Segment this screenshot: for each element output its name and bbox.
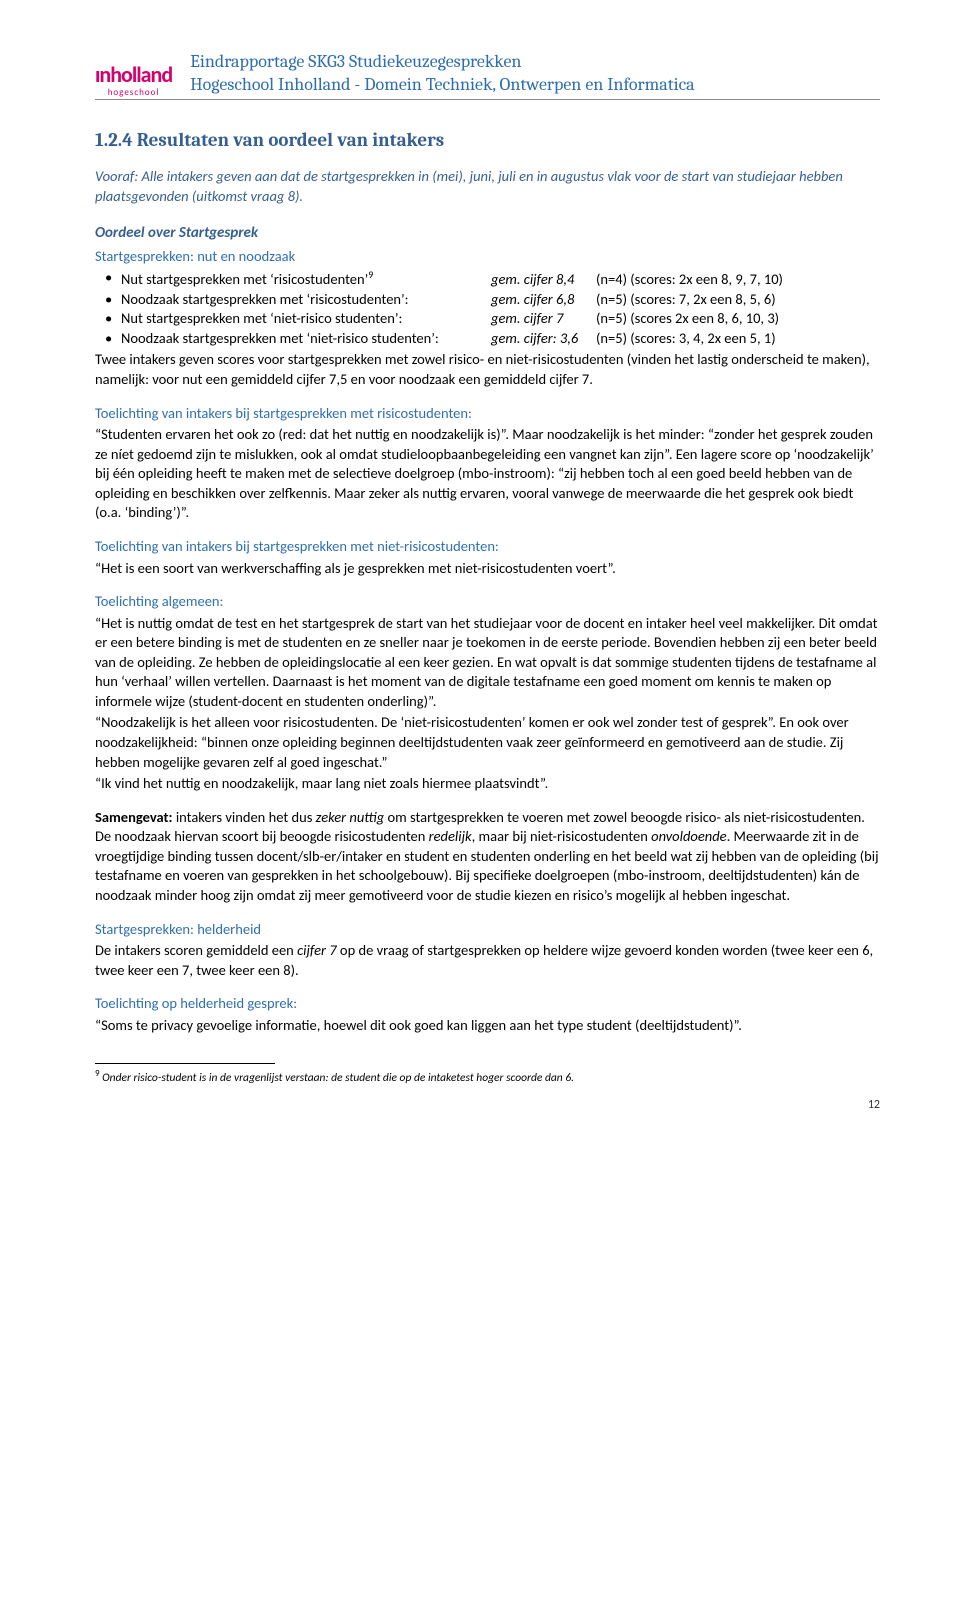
score-value: gem. cijfer: 3,6 (491, 329, 596, 349)
score-row: Noodzaak startgesprekken met ‘risicostud… (95, 290, 880, 310)
score-label: Nut startgesprekken met ‘risicostudenten… (121, 268, 491, 289)
intro-paragraph: Vooraf: Alle intakers geven aan dat de s… (95, 167, 880, 206)
page-header: ınholland hogeschool Eindrapportage SKG3… (95, 50, 880, 100)
score-row: Nut startgesprekken met ‘risicostudenten… (95, 268, 880, 289)
footnote-rule (95, 1063, 275, 1064)
toelichting-helderheid-body: “Soms te privacy gevoelige informatie, h… (95, 1016, 880, 1036)
score-label: Noodzaak startgesprekken met ‘risicostud… (121, 290, 491, 310)
score-label: Noodzaak startgesprekken met ‘niet-risic… (121, 329, 491, 349)
score-detail: (n=4) (scores: 2x een 8, 9, 7, 10) (596, 270, 880, 290)
toelichting-risico-body: “Studenten ervaren het ook zo (red: dat … (95, 425, 880, 523)
toelichting-helderheid-heading: Toelichting op helderheid gesprek: (95, 994, 880, 1014)
samengevat-paragraph: Samengevat: intakers vinden het dus zeke… (95, 808, 880, 906)
score-value: gem. cijfer 8,4 (491, 270, 596, 290)
helderheid-body: De intakers scoren gemiddeld een cijfer … (95, 941, 880, 980)
inholland-logo: ınholland hogeschool (95, 64, 172, 97)
helderheid-heading: Startgesprekken: helderheid (95, 920, 880, 940)
logo-main-text: ınholland (95, 64, 172, 86)
score-value: gem. cijfer 7 (491, 309, 596, 329)
score-row: Noodzaak startgesprekken met ‘niet-risic… (95, 329, 880, 349)
logo-sub-text: hogeschool (108, 88, 160, 97)
score-detail: (n=5) (scores 2x een 8, 6, 10, 3) (596, 309, 880, 329)
scores-list: Nut startgesprekken met ‘risicostudenten… (95, 268, 880, 348)
toelichting-nietrisico-body: “Het is een soort van werkverschaffing a… (95, 559, 880, 579)
toelichting-algemeen-p3: “Ik vind het nuttig en noodzakelijk, maa… (95, 774, 880, 794)
toelichting-algemeen-p1: “Het is nuttig omdat de test en het star… (95, 614, 880, 712)
score-row: Nut startgesprekken met ‘niet-risico stu… (95, 309, 880, 329)
page-number: 12 (95, 1097, 880, 1113)
footnote-text: Onder risico-student is in de vragenlijs… (100, 1071, 575, 1085)
score-label: Nut startgesprekken met ‘niet-risico stu… (121, 309, 491, 329)
footnote: 9 Onder risico-student is in de vragenli… (95, 1068, 880, 1086)
toelichting-algemeen-p2: “Noodzakelijk is het alleen voor risicos… (95, 713, 880, 772)
header-line2: Hogeschool Inholland - Domein Techniek, … (190, 73, 695, 96)
score-detail: (n=5) (scores: 7, 2x een 8, 5, 6) (596, 290, 880, 310)
after-bullets-paragraph: Twee intakers geven scores voor startges… (95, 350, 880, 389)
toelichting-nietrisico-heading: Toelichting van intakers bij startgespre… (95, 537, 880, 557)
score-value: gem. cijfer 6,8 (491, 290, 596, 310)
section-heading: 1.2.4 Resultaten van oordeel van intaker… (95, 128, 880, 154)
oordeel-heading: Oordeel over Startgesprek (95, 223, 880, 243)
document-page: ınholland hogeschool Eindrapportage SKG3… (0, 0, 960, 1153)
samengevat-label: Samengevat: (95, 808, 173, 826)
toelichting-risico-heading: Toelichting van intakers bij startgespre… (95, 404, 880, 424)
toelichting-algemeen-heading: Toelichting algemeen: (95, 592, 880, 612)
nut-noodzaak-heading: Startgesprekken: nut en noodzaak (95, 247, 880, 267)
header-title-block: Eindrapportage SKG3 Studiekeuzegesprekke… (190, 50, 695, 97)
score-detail: (n=5) (scores: 3, 4, 2x een 5, 1) (596, 329, 880, 349)
header-line1: Eindrapportage SKG3 Studiekeuzegesprekke… (190, 50, 695, 73)
